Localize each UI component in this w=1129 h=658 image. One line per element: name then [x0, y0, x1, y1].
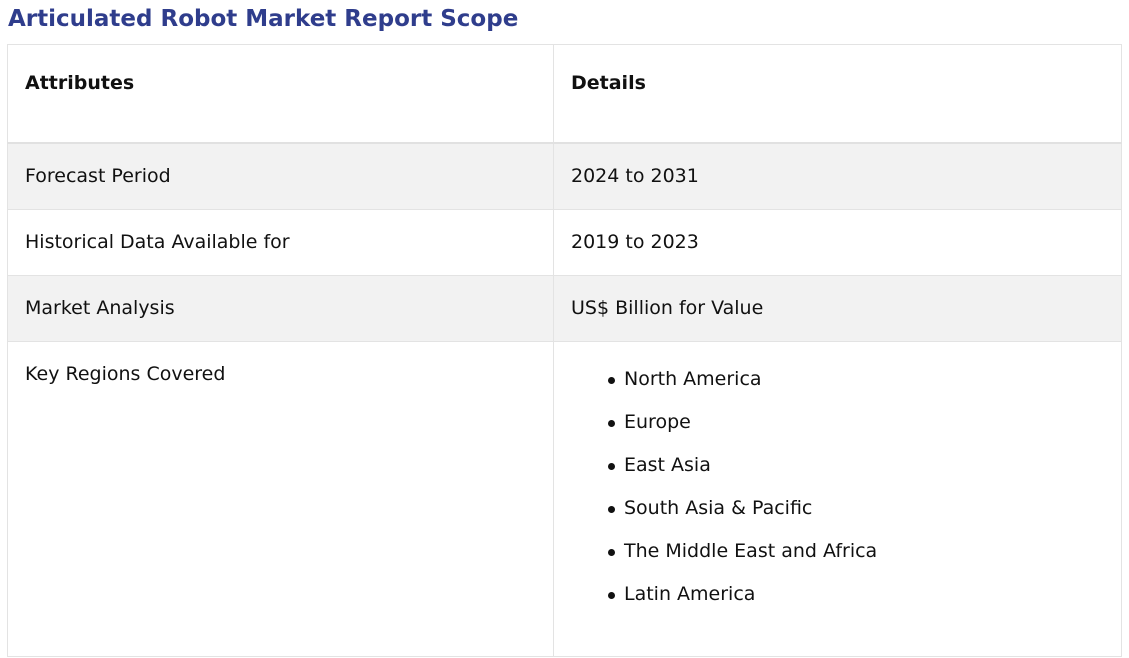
region-label: The Middle East and Africa — [624, 540, 878, 563]
bullet-icon — [608, 376, 615, 384]
region-list: North America Europe East Asia South Asi… — [571, 368, 1121, 627]
list-item: East Asia — [608, 454, 1121, 497]
bullet-icon — [608, 549, 615, 557]
header-details: Details — [553, 44, 1122, 144]
bullet-icon — [608, 419, 615, 427]
row-attribute: Historical Data Available for — [7, 208, 554, 276]
row-detail: 2024 to 2031 — [553, 142, 1122, 210]
row-attribute: Forecast Period — [7, 142, 554, 210]
table-header-row: Attributes Details — [7, 44, 1122, 144]
list-item: Latin America — [608, 583, 1121, 626]
list-item: North America — [608, 368, 1121, 411]
region-label: Europe — [624, 410, 691, 433]
bullet-icon — [608, 462, 615, 470]
list-item: The Middle East and Africa — [608, 540, 1121, 583]
region-label: South Asia & Pacific — [624, 497, 813, 520]
page-title: Articulated Robot Market Report Scope — [8, 6, 519, 32]
report-scope-table: Attributes Details Forecast Period 2024 … — [7, 44, 1122, 657]
table-row-regions: Key Regions Covered North America Europe… — [7, 340, 1122, 657]
region-label: North America — [624, 367, 762, 390]
row-attribute: Market Analysis — [7, 274, 554, 342]
row-detail: US$ Billion for Value — [553, 274, 1122, 342]
table-row: Forecast Period 2024 to 2031 — [7, 142, 1122, 210]
list-item: Europe — [608, 411, 1121, 454]
bullet-icon — [608, 592, 615, 600]
row-detail: 2019 to 2023 — [553, 208, 1122, 276]
region-label: Latin America — [624, 583, 756, 606]
regions-cell: North America Europe East Asia South Asi… — [553, 340, 1122, 657]
table-row: Historical Data Available for 2019 to 20… — [7, 208, 1122, 276]
row-attribute: Key Regions Covered — [7, 340, 554, 657]
region-label: East Asia — [624, 453, 711, 476]
list-item: South Asia & Pacific — [608, 497, 1121, 540]
table-row: Market Analysis US$ Billion for Value — [7, 274, 1122, 342]
header-attributes: Attributes — [7, 44, 554, 144]
bullet-icon — [608, 506, 615, 514]
